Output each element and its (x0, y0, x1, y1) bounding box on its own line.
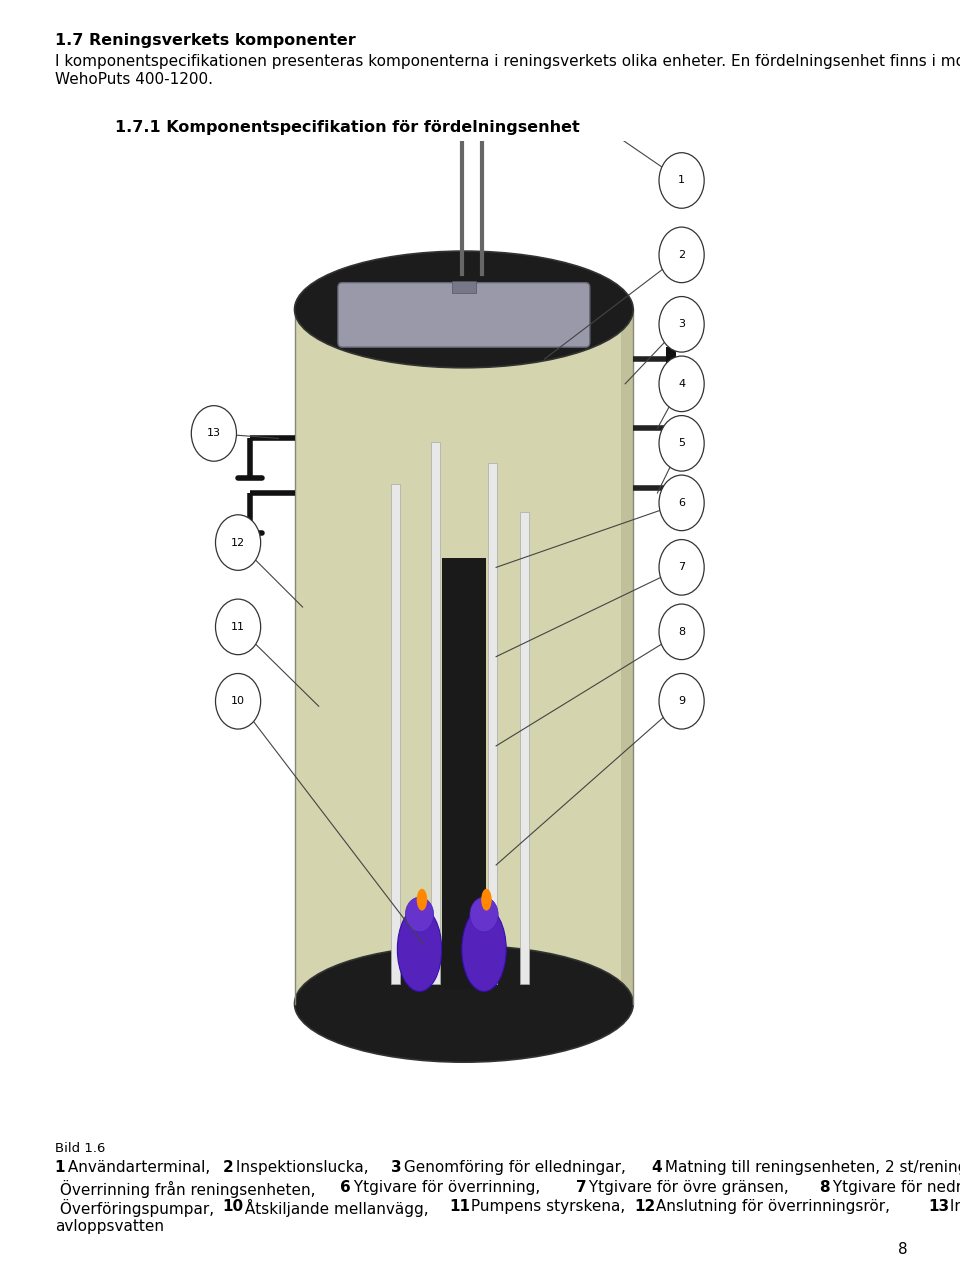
FancyBboxPatch shape (338, 283, 589, 347)
Text: 10: 10 (231, 696, 245, 707)
Text: 4: 4 (651, 1160, 662, 1175)
Ellipse shape (295, 946, 634, 1062)
FancyBboxPatch shape (432, 0, 512, 105)
Text: 1: 1 (678, 175, 685, 186)
Text: 8: 8 (820, 1180, 830, 1194)
Text: Bild 1.6: Bild 1.6 (55, 1142, 105, 1155)
Ellipse shape (295, 251, 634, 367)
Circle shape (191, 406, 236, 461)
Text: Pumpens styrskena,: Pumpens styrskena, (467, 1199, 631, 1215)
Ellipse shape (481, 888, 492, 910)
Ellipse shape (469, 897, 498, 932)
Bar (447, 76, 496, 91)
Bar (391, 484, 399, 984)
Text: Ytgivare för nedre gränsen,: Ytgivare för nedre gränsen, (828, 1180, 960, 1194)
Text: WehoPuts 400-1200.: WehoPuts 400-1200. (55, 72, 213, 87)
Text: 8: 8 (898, 1242, 907, 1257)
Circle shape (215, 673, 261, 730)
Text: 12: 12 (635, 1199, 656, 1215)
Text: Matning till reningsenheten, 2 st/reningsenhet,: Matning till reningsenheten, 2 st/rening… (660, 1160, 960, 1175)
Bar (488, 463, 496, 984)
Text: 6: 6 (678, 498, 685, 508)
Circle shape (659, 152, 705, 209)
Circle shape (659, 475, 705, 531)
Text: 6: 6 (341, 1180, 351, 1194)
Bar (674, 416, 684, 440)
Text: Anslutning för överrinningsrör,: Anslutning för överrinningsrör, (651, 1199, 895, 1215)
Text: 2: 2 (223, 1160, 233, 1175)
Text: 7: 7 (576, 1180, 587, 1194)
Bar (621, 310, 634, 1004)
Ellipse shape (405, 897, 434, 932)
Text: 11: 11 (231, 622, 245, 632)
Text: 11: 11 (449, 1199, 470, 1215)
Text: Överföringspumpar,: Överföringspumpar, (55, 1199, 219, 1217)
Text: Inloppsanslutning för: Inloppsanslutning för (946, 1199, 960, 1215)
Text: avloppsvatten: avloppsvatten (55, 1219, 164, 1234)
Ellipse shape (462, 908, 506, 992)
Text: Ytgivare för överrinning,: Ytgivare för överrinning, (348, 1180, 545, 1194)
Text: 3: 3 (678, 319, 685, 329)
Text: 9: 9 (678, 696, 685, 707)
Text: I komponentspecifikationen presenteras komponenterna i reningsverkets olika enhe: I komponentspecifikationen presenteras k… (55, 54, 960, 69)
Text: 5: 5 (678, 438, 685, 448)
Text: 13: 13 (928, 1199, 949, 1215)
Ellipse shape (397, 908, 442, 992)
Text: Användarterminal,: Användarterminal, (63, 1160, 215, 1175)
Circle shape (659, 227, 705, 283)
Text: Inspektionslucka,: Inspektionslucka, (231, 1160, 373, 1175)
Text: 4: 4 (678, 379, 685, 389)
Bar (674, 476, 684, 500)
Bar (666, 347, 676, 371)
Text: 3: 3 (391, 1160, 401, 1175)
Text: 2: 2 (678, 250, 685, 260)
Circle shape (659, 416, 705, 471)
Bar (442, 558, 486, 989)
Circle shape (659, 356, 705, 412)
Text: 1.7 Reningsverkets komponenter: 1.7 Reningsverkets komponenter (55, 33, 356, 49)
Bar (295, 310, 634, 1004)
Text: Genomföring för elledningar,: Genomföring för elledningar, (399, 1160, 631, 1175)
Circle shape (659, 540, 705, 595)
Bar (431, 443, 440, 984)
Circle shape (215, 599, 261, 654)
Bar (520, 512, 529, 984)
Text: Åtskiljande mellanvägg,: Åtskiljande mellanvägg, (240, 1199, 433, 1217)
Bar (452, 282, 476, 293)
Text: 10: 10 (223, 1199, 244, 1215)
Circle shape (659, 673, 705, 730)
Circle shape (659, 297, 705, 352)
Text: Överrinning från reningsenheten,: Överrinning från reningsenheten, (55, 1180, 320, 1198)
Text: 1.7.1 Komponentspecifikation för fördelningsenhet: 1.7.1 Komponentspecifikation för fördeln… (115, 120, 580, 136)
Ellipse shape (417, 888, 427, 910)
Text: 13: 13 (207, 429, 221, 439)
Text: Ytgivare för övre gränsen,: Ytgivare för övre gränsen, (584, 1180, 794, 1194)
Text: 7: 7 (678, 562, 685, 572)
Text: 1: 1 (55, 1160, 65, 1175)
Circle shape (659, 604, 705, 659)
Text: 8: 8 (678, 627, 685, 637)
Circle shape (215, 515, 261, 571)
Text: 12: 12 (231, 538, 245, 548)
